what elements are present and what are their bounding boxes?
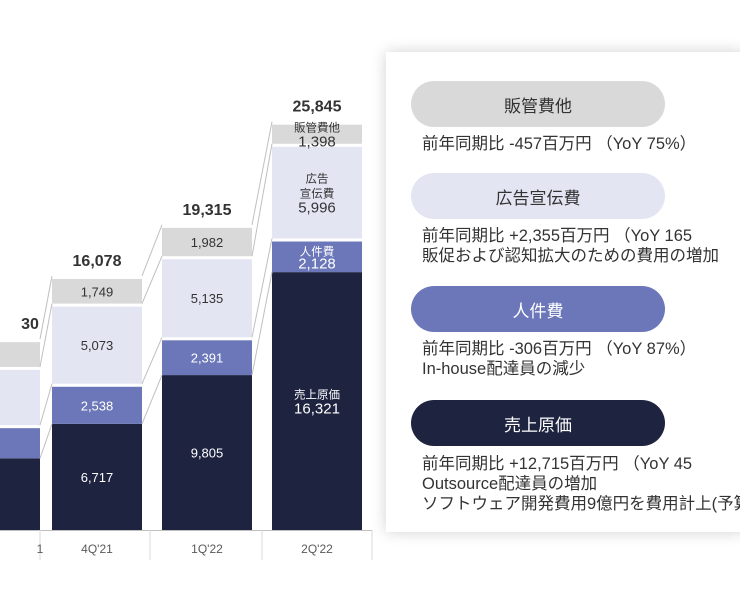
connector-line <box>141 337 163 384</box>
bar-segment-3 <box>52 306 142 384</box>
total-label: 16,078 <box>73 253 122 270</box>
total-label: 25,845 <box>293 99 342 116</box>
bar-value-label: 16,321 <box>294 401 340 418</box>
legend-panel: 販管費他 前年同期比 -457百万円 （YoY 75%） 広告宣伝費 前年同期比… <box>386 52 740 532</box>
connector-line <box>251 238 273 338</box>
bar-value-label: 2,391 <box>191 351 224 366</box>
bar-segment-2 <box>52 386 142 424</box>
legend-desc-line: 前年同期比 -306百万円 （YoY 87%） <box>422 340 697 358</box>
connector-line <box>39 383 53 426</box>
segment-name-label: 宣伝費 <box>300 187 335 201</box>
legend-desc-line: Outsource配達員の増加 <box>422 475 598 493</box>
legend-desc-line: 前年同期比 +12,715百万円 （YoY 45 <box>422 455 693 473</box>
bar-segment-3 <box>162 259 252 338</box>
bar-segment-1 <box>0 458 40 530</box>
legend-desc-personnel: 前年同期比 -306百万円 （YoY 87%） In-house配達員の減少 <box>422 339 696 379</box>
bar-segment-3 <box>0 369 40 426</box>
legend-pill-sga: 販管費他 <box>411 81 665 127</box>
connector-line <box>39 303 53 368</box>
connector-line <box>141 255 163 304</box>
connector-line <box>251 143 273 257</box>
legend-desc-line: In-house配達員の減少 <box>422 360 586 378</box>
total-label: 30 <box>21 316 39 333</box>
legend-desc-sga: 前年同期比 -457百万円 （YoY 75%） <box>422 134 696 154</box>
bar-segment-3 <box>272 146 362 239</box>
category-label: 4Q'21 <box>81 542 113 556</box>
connector-line <box>251 121 273 225</box>
legend-desc-line: 前年同期比 +2,355百万円 （YoY 165 <box>422 227 693 245</box>
connector-line <box>251 272 273 376</box>
legend-desc-ad: 前年同期比 +2,355百万円 （YoY 165 販促および認知拡大のための費用… <box>422 226 719 266</box>
legend-desc-cogs: 前年同期比 +12,715百万円 （YoY 45 Outsource配達員の増加… <box>422 454 740 514</box>
bar-value-label: 2,538 <box>81 398 114 413</box>
bar-segment-2 <box>272 241 362 273</box>
bar-segment-2 <box>162 340 252 376</box>
bar-segment-1 <box>272 272 362 530</box>
bar-segment-4 <box>52 278 142 304</box>
bar-value-label: 2,128 <box>298 255 336 272</box>
bar-value-label: 1,398 <box>298 134 336 151</box>
segment-name-label: 販管費他 <box>294 121 340 135</box>
bar-segment-4 <box>0 342 40 367</box>
bar-segment-1 <box>162 375 252 530</box>
bar-segment-4 <box>272 124 362 144</box>
bar-value-label: 9,805 <box>191 446 224 461</box>
connector-line <box>141 224 163 277</box>
category-label: 1Q'22 <box>191 542 223 556</box>
bar-value-label: 5,996 <box>298 200 336 217</box>
bar-segment-1 <box>52 423 142 530</box>
legend-desc-line: ソフトウェア開発費用9億円を費用計上(予算 <box>422 495 740 513</box>
connector-line <box>39 275 53 340</box>
bar-segment-2 <box>0 428 40 459</box>
segment-name-label: 人件費 <box>300 244 335 258</box>
category-label: 2Q'22 <box>301 542 333 556</box>
connector-line <box>39 423 53 459</box>
bar-value-label: 5,135 <box>191 291 224 306</box>
legend-pill-personnel: 人件費 <box>411 286 665 332</box>
segment-name-label: 売上原価 <box>294 389 340 402</box>
bar-segment-4 <box>162 227 252 257</box>
category-label: 1 <box>37 542 44 556</box>
legend-desc-line: 販促および認知拡大のための費用の増加 <box>422 247 719 265</box>
bar-value-label: 5,073 <box>81 338 114 353</box>
legend-pill-ad: 広告宣伝費 <box>411 173 665 219</box>
bar-value-label: 6,717 <box>81 470 114 485</box>
total-label: 19,315 <box>183 202 232 219</box>
legend-desc-line: 前年同期比 -457百万円 （YoY 75%） <box>422 135 697 153</box>
legend-pill-cogs: 売上原価 <box>411 400 665 446</box>
stacked-bar-chart: 96773016,7172,5385,0731,74916,0784Q'219,… <box>0 99 373 560</box>
bar-value-label: 1,982 <box>191 235 224 250</box>
bar-value-label: 1,749 <box>81 284 114 299</box>
connector-line <box>141 374 163 425</box>
segment-name-label: 広告 <box>306 173 329 186</box>
